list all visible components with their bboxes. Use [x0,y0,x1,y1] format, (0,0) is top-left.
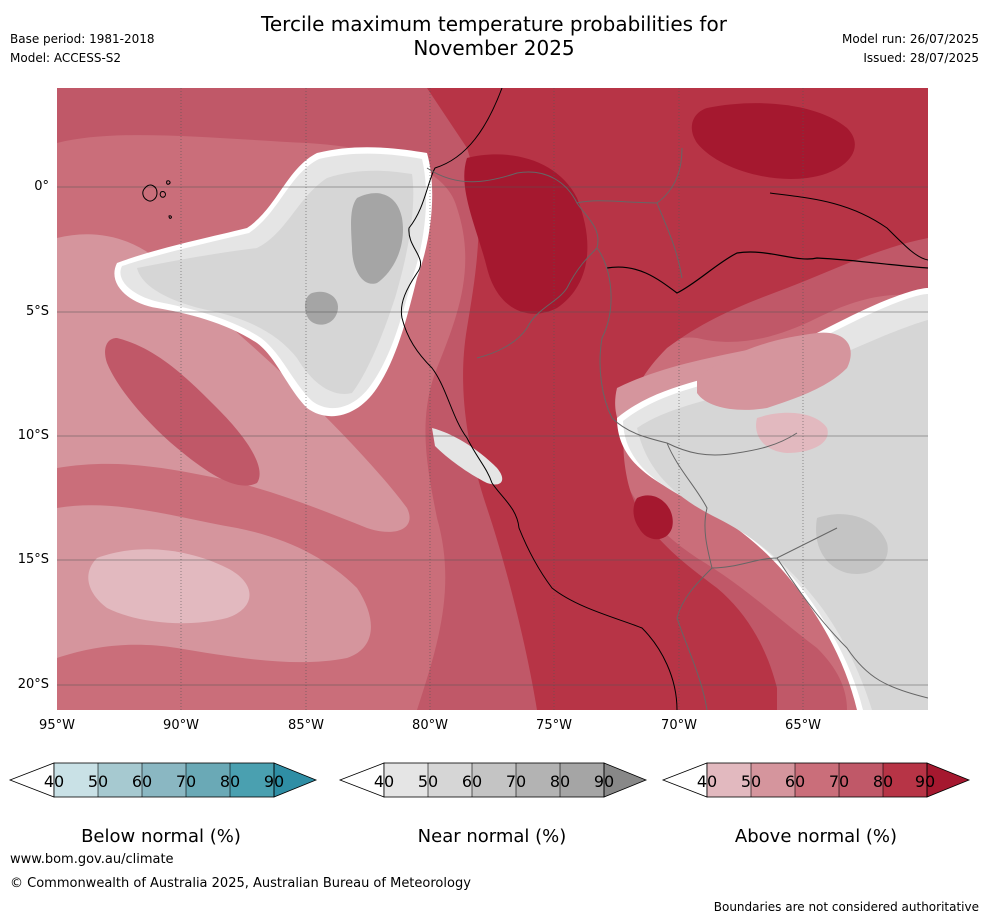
website-link[interactable]: www.bom.gov.au/climate [10,852,174,867]
map-title: Tercile maximum temperature probabilitie… [0,12,988,60]
above-50-region-w [57,234,410,532]
near-50-region-e [637,320,928,710]
colorbar-below-swatch [186,763,230,797]
colorbar-below-tick: 40 [43,772,65,791]
map-title-line1: Tercile maximum temperature probabilitie… [261,12,727,36]
above-90-region [464,154,588,314]
colorbar-below-tick: 90 [263,772,285,791]
colorbar-below-swatch [98,763,142,797]
lon-tick: 85°W [288,718,324,733]
colorbar-near-tick: 90 [593,772,615,791]
colorbar-above-tick: 40 [696,772,718,791]
colorbar-above-swatch [839,763,883,797]
base-period-label: Base period: 1981-2018 [10,32,155,46]
colorbar-above-tick: 80 [872,772,894,791]
colorbar-near-swatch [472,763,516,797]
colorbar-above-swatch [751,763,795,797]
boundary-disclaimer: Boundaries are not considered authoritat… [713,900,979,914]
colorbar-below-swatch [54,763,98,797]
above-90-region-s [633,495,673,540]
near-70-region-nw2 [304,291,338,325]
colorbar-below-label: Below normal (%) [81,826,241,847]
lat-tick: 5°S [25,304,49,319]
near-50-region-nw [137,170,414,394]
lon-tick: 95°W [39,718,75,733]
lon-tick: 90°W [163,718,199,733]
colorbar-above-swatch [883,763,927,797]
colorbar-above-tick: 90 [914,772,936,791]
above-40-region-in-e [756,412,828,453]
colorbar-below-tick: 50 [87,772,109,791]
colorbar-above-tick: 50 [740,772,762,791]
near-70-region-nw [351,193,403,284]
lat-tick: 10°S [17,428,49,443]
probability-map [57,88,928,710]
lon-tick: 65°W [785,718,821,733]
above-region-in-e [697,332,851,410]
colorbar-below-swatch [142,763,186,797]
amazon-river-north [769,192,928,261]
colorbar-above-tick: 70 [828,772,850,791]
above-60-region-wc [105,338,260,486]
above-90-region-ne [691,103,855,179]
model-run-label: Model run: 26/07/2025 [841,32,979,46]
colorbar-near-tick: 40 [373,772,395,791]
colorbar-near-tick: 60 [461,772,483,791]
colorbar-near-label: Near normal (%) [417,826,567,847]
colorbar-above-label: Above normal (%) [734,826,898,847]
colorbar-near-swatch [428,763,472,797]
above-40-region-sw [88,549,250,624]
colorbar-below-tick: 80 [219,772,241,791]
colorbar-near-swatch [384,763,428,797]
lon-tick: 70°W [661,718,697,733]
lat-tick: 0° [34,179,49,194]
colorbar-above-tick: 60 [784,772,806,791]
near-normal-region-coast [432,428,503,485]
lon-tick: 80°W [412,718,448,733]
lat-tick: 20°S [17,677,49,692]
colorbar-above-swatch [707,763,751,797]
graticule [57,88,928,710]
colorbar-below-tick: 60 [131,772,153,791]
colorbar-below-swatch [230,763,274,797]
lon-tick: 75°W [536,718,572,733]
colorbar-near-swatch [516,763,560,797]
colorbar-near-tick: 80 [549,772,571,791]
country-borders [426,147,928,710]
issued-label: Issued: 28/07/2025 [863,51,979,65]
lat-tick: 15°S [17,552,49,567]
map-title-line2: November 2025 [413,36,575,60]
amazon-river [606,251,928,294]
colorbar-near-tick: 70 [505,772,527,791]
colorbar-below-tick: 70 [175,772,197,791]
colorbar-near-tick: 50 [417,772,439,791]
copyright-text: © Commonwealth of Australia 2025, Austra… [10,876,471,891]
galapagos-islands [142,180,172,219]
coastline [400,88,678,710]
colorbar-near-swatch [560,763,604,797]
colorbar-above-swatch [795,763,839,797]
model-label: Model: ACCESS-S2 [10,51,122,65]
